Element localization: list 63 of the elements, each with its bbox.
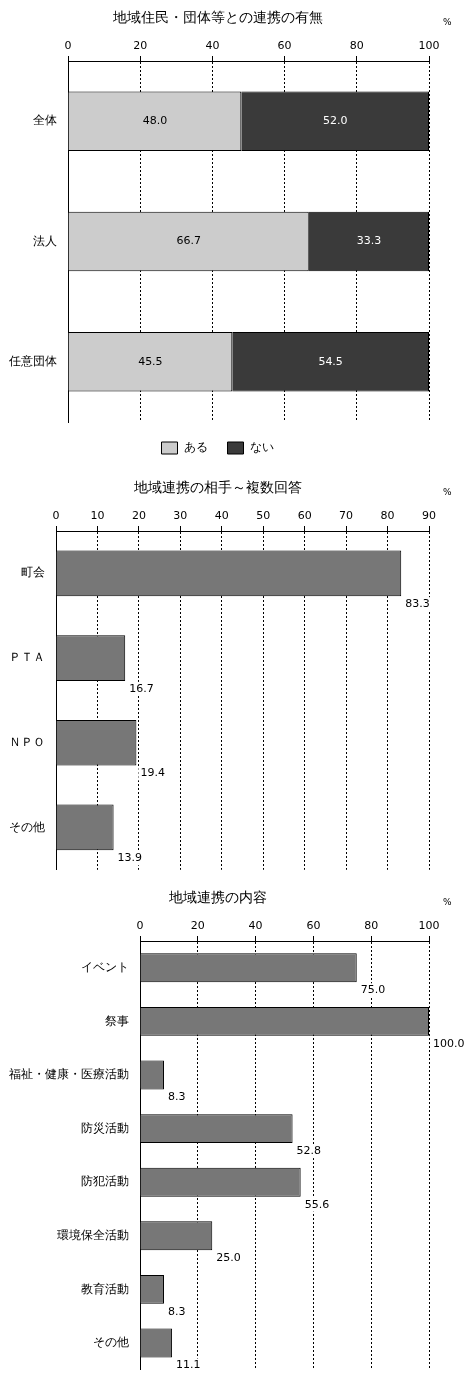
data-label: 100.0 [433, 1036, 465, 1050]
data-label: 8.3 [167, 1304, 186, 1318]
y-tick-label: 教育活動 [81, 1281, 129, 1296]
x-tick-label: 60 [277, 39, 292, 53]
data-label: 52.0 [322, 114, 348, 128]
y-tick-label: 町会 [21, 565, 45, 580]
x-tick-label: 40 [214, 509, 229, 523]
x-tick-label: 40 [205, 39, 220, 53]
data-label: 11.1 [176, 1358, 201, 1372]
y-tick-label: その他 [93, 1335, 129, 1350]
x-tick-label: 100 [418, 39, 440, 53]
chart-title: 地域連携の相手～複数回答 [132, 479, 302, 496]
data-label: 8.3 [167, 1090, 186, 1104]
data-label: 25.0 [216, 1251, 241, 1265]
data-label: 75.0 [360, 983, 386, 997]
legend-label: ない [249, 440, 274, 455]
y-tick-label: イベント [81, 959, 129, 974]
data-label: 33.3 [356, 234, 382, 248]
x-tick-label: 0 [64, 39, 72, 53]
data-label: 48.0 [142, 114, 168, 128]
y-tick-label: その他 [9, 819, 45, 834]
y-tick-label: 祭事 [105, 1013, 129, 1028]
x-tick-label: 80 [380, 509, 395, 523]
x-tick-label: 0 [136, 919, 144, 933]
data-label: 83.3 [405, 597, 430, 611]
x-tick-label: 80 [349, 39, 364, 53]
x-tick-label: 100 [418, 919, 440, 933]
x-tick-label: 50 [256, 509, 271, 523]
legend-label: ある [183, 440, 208, 455]
data-label: 66.7 [176, 234, 201, 248]
data-label: 55.6 [304, 1197, 330, 1211]
x-tick-label: 20 [190, 919, 205, 933]
x-tick-label: 20 [131, 509, 146, 523]
data-label: 45.5 [138, 354, 163, 368]
text: % [443, 16, 452, 27]
y-tick-label: 環境保全活動 [57, 1227, 129, 1242]
y-tick-label: 任意団体 [8, 353, 57, 368]
data-label: 52.8 [296, 1143, 322, 1157]
chart-title: 地域住民・団体等との連携の有無 [111, 9, 323, 26]
x-tick-label: 70 [339, 509, 354, 523]
y-tick-label: 防災活動 [81, 1120, 129, 1135]
y-tick-label: ＰＴＡ [9, 650, 45, 665]
x-tick-label: 10 [90, 509, 105, 523]
data-label: 13.9 [117, 851, 143, 865]
text: % [443, 486, 452, 497]
y-tick-label: 福祉・健康・医療活動 [9, 1067, 129, 1082]
data-label: 19.4 [140, 766, 165, 780]
x-tick-label: 0 [52, 509, 60, 523]
text: % [443, 896, 452, 907]
chart-title: 地域連携の内容 [167, 889, 267, 906]
y-tick-label: ＮＰＯ [9, 734, 45, 749]
y-tick-label: 法人 [33, 233, 57, 248]
x-tick-label: 20 [133, 39, 148, 53]
x-tick-label: 60 [297, 509, 312, 523]
y-tick-label: 防犯活動 [81, 1174, 129, 1189]
x-tick-label: 80 [364, 919, 379, 933]
x-tick-label: 90 [422, 509, 436, 523]
y-tick-label: 全体 [33, 113, 57, 128]
data-label: 54.5 [318, 354, 343, 368]
x-tick-label: 30 [173, 509, 188, 523]
x-tick-label: 40 [248, 919, 263, 933]
data-label: 16.7 [129, 681, 154, 695]
x-tick-label: 60 [306, 919, 321, 933]
